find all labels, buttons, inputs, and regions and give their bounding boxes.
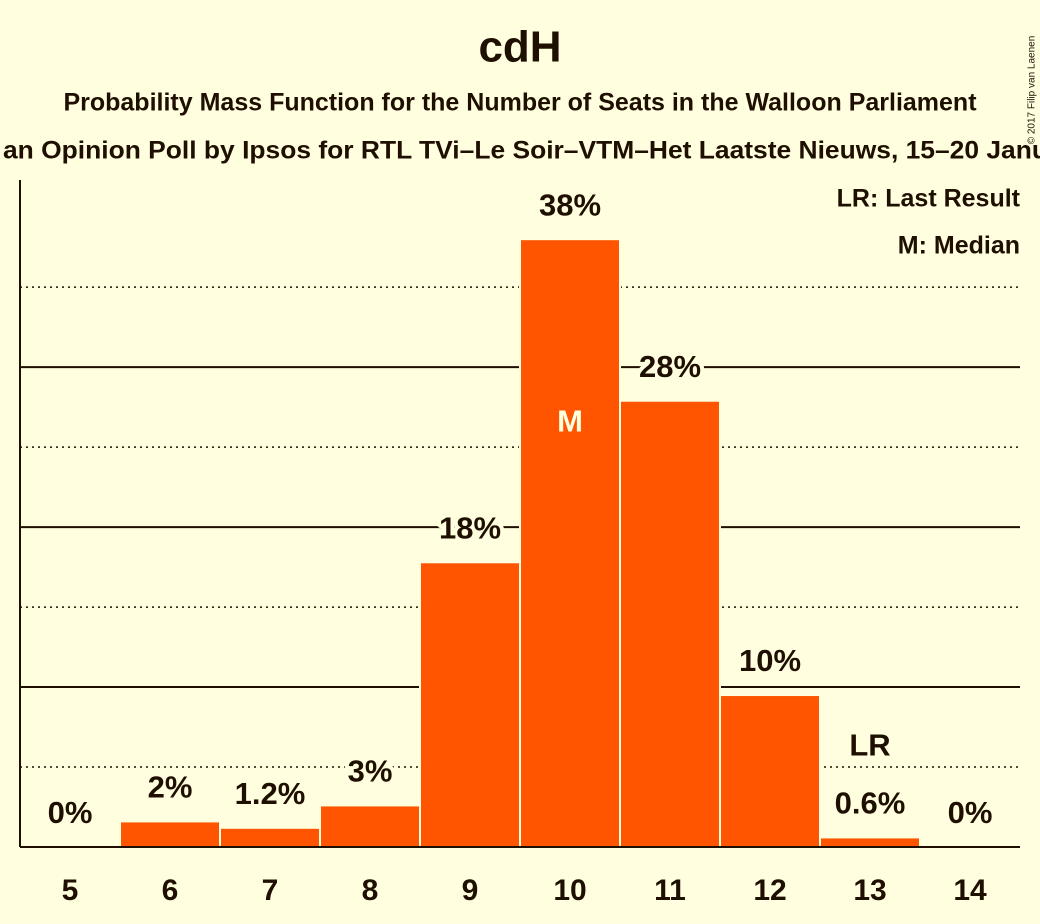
bar	[219, 826, 321, 848]
x-tick-label: 14	[953, 874, 987, 907]
x-tick-label: 12	[753, 874, 786, 907]
chart-subtitle-2: an Opinion Poll by Ipsos for RTL TVi–Le …	[3, 137, 1040, 165]
value-label: 3%	[348, 754, 393, 789]
value-label: 2%	[148, 770, 193, 805]
value-label: 28%	[639, 349, 701, 384]
x-tick-label: 13	[853, 874, 886, 907]
value-label: 38%	[539, 187, 601, 222]
x-tick-label: 5	[62, 874, 79, 907]
value-label: 0%	[948, 795, 993, 830]
x-tick-label: 11	[654, 874, 686, 907]
value-label: 1.2%	[235, 776, 306, 811]
bar	[519, 238, 621, 848]
annotation: LR	[849, 728, 890, 763]
value-label: 18%	[439, 510, 501, 545]
x-tick-label: 8	[362, 874, 379, 907]
x-tick-label: 6	[162, 874, 179, 907]
x-tick-label: 9	[462, 874, 479, 907]
bar	[719, 694, 821, 849]
x-tick-label: 7	[262, 874, 279, 907]
bar	[819, 836, 921, 849]
value-label: 0.6%	[835, 786, 906, 821]
annotation: M	[557, 403, 583, 438]
x-tick-label: 10	[553, 874, 586, 907]
value-label: 10%	[739, 643, 801, 678]
legend-entry: LR: Last Result	[837, 185, 1021, 213]
value-label: 0%	[48, 795, 93, 830]
copyright: © 2017 Filip van Laenen	[1027, 36, 1038, 145]
bar	[419, 561, 521, 849]
chart-subtitle: Probability Mass Function for the Number…	[63, 89, 977, 117]
bar	[619, 399, 721, 848]
chart-title: cdH	[478, 23, 561, 72]
legend-entry: M: Median	[898, 232, 1020, 260]
bar	[319, 804, 421, 849]
bar	[119, 820, 221, 848]
